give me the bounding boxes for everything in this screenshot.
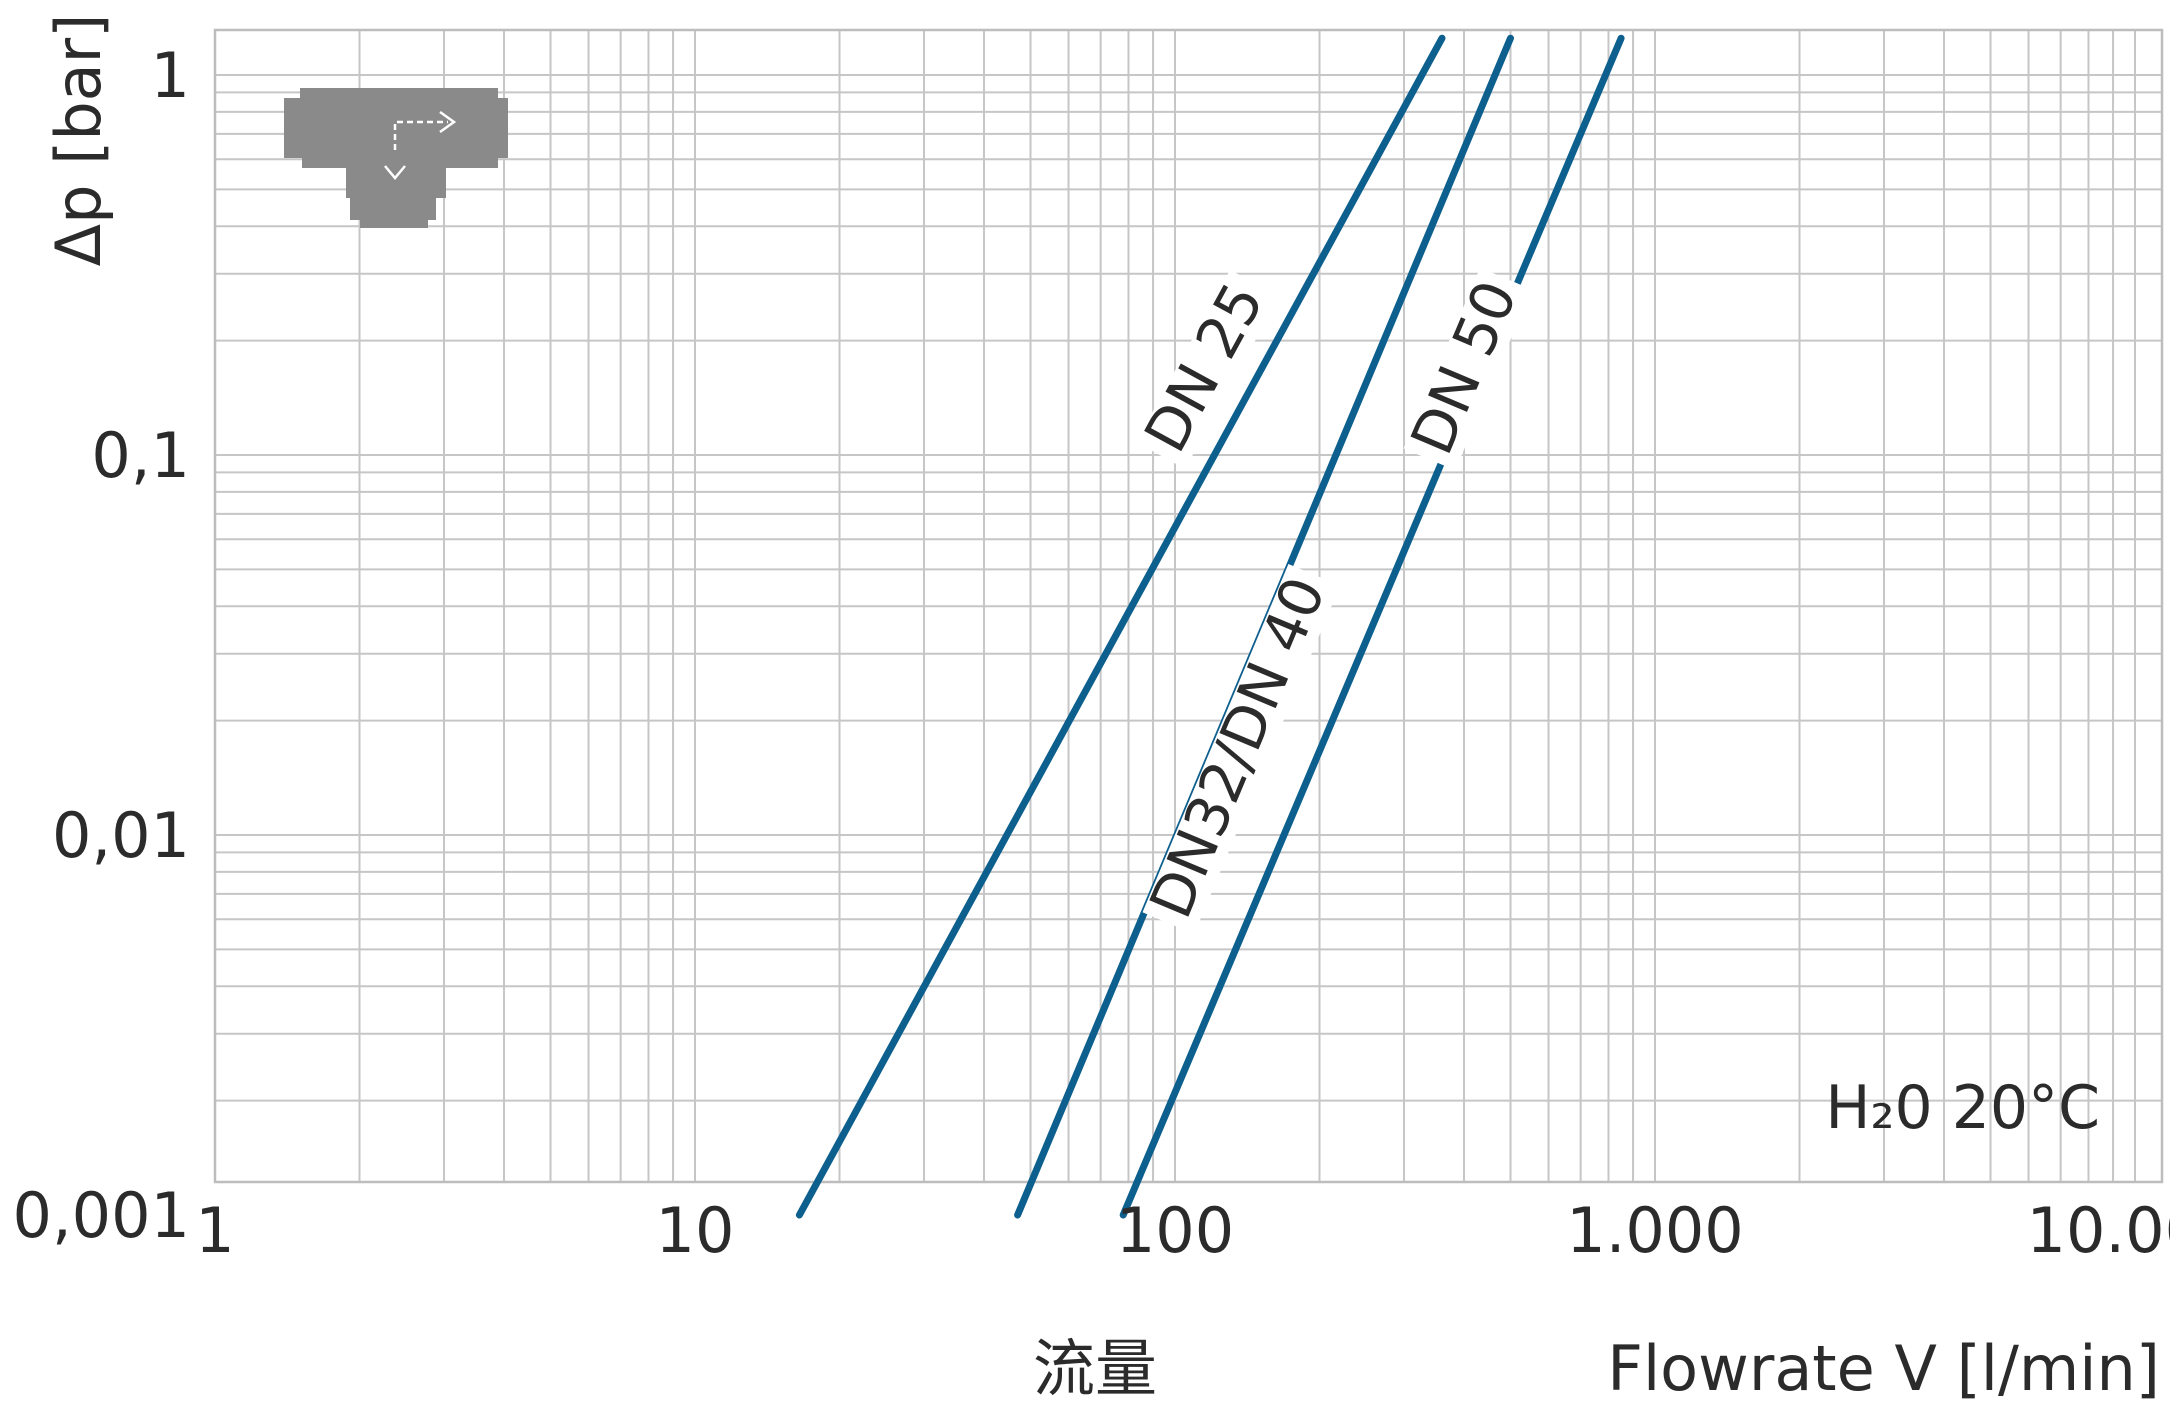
y-tick-label: 0,1 [91,419,190,492]
plot-frame [213,28,2164,1184]
series-line-1 [795,34,1446,1219]
tee-fitting-flow-icon [284,88,508,228]
y-tick-label: 0,01 [52,799,190,872]
series-label-group: DN 50 [1398,267,1532,471]
series-label-halo [1135,269,1280,469]
x-tick-label: 10 [656,1194,735,1267]
series-lines: DN 25 DN32/DN 40 DN 50 [795,34,1625,1219]
x-tick-label: 1.000 [1566,1194,1744,1267]
series-line-3 [1119,34,1625,1219]
y-tick-label: 1 [151,39,190,112]
series-label-group: DN 25 [1131,269,1280,469]
x-tick-label: 100 [1116,1194,1234,1267]
tick-labels: 1 10 100 1.000 10.000 1 0,1 0,01 0,001 [13,39,2170,1267]
y-tick-label: 0,001 [13,1179,191,1252]
series-label-halo [1403,267,1532,471]
x-axis-title: Flowrate V [l/min] [1607,1332,2160,1405]
x-axis-title-secondary: 流量 [1033,1332,1157,1405]
series-label-halo [1142,563,1341,934]
y-axis-title: Δp [bar] [42,14,115,267]
x-tick-label: 10.000 [2027,1194,2170,1267]
fluid-condition-note: H₂0 20°C [1825,1073,2100,1143]
x-tick-label: 1 [195,1194,234,1267]
series-label-group: DN32/DN 40 [1136,563,1341,934]
grid [214,30,2162,1182]
series-label: DN32/DN 40 [1136,567,1338,927]
